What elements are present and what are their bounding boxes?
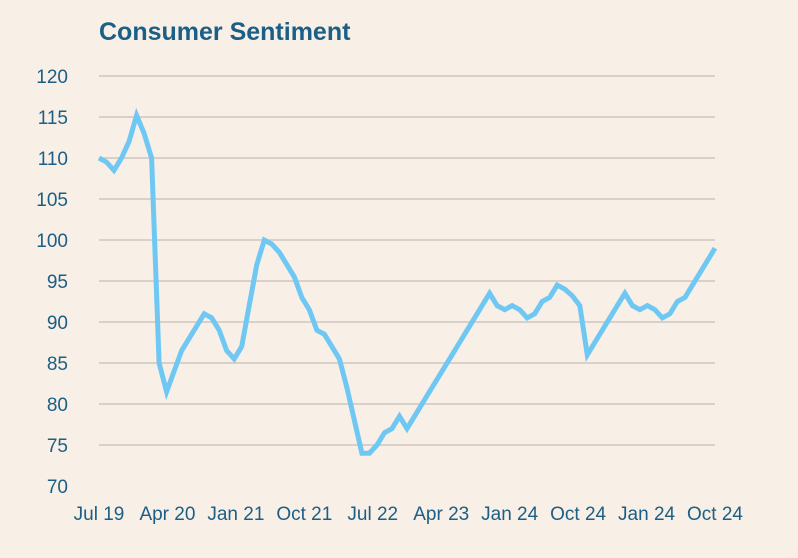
y-axis-ticks: 70 75 80 85 90 95 100 105 110 115 120 — [36, 67, 68, 498]
series-line — [97, 107, 718, 456]
x-tick-label: Jul 19 — [74, 504, 125, 525]
series-layer — [97, 107, 718, 456]
y-tick-label: 70 — [47, 477, 68, 498]
chart-title: Consumer Sentiment — [99, 18, 351, 46]
x-tick-label: Oct 21 — [276, 504, 332, 525]
y-tick-label: 100 — [36, 231, 68, 252]
x-axis-ticks: Jul 19 Apr 20 Jan 21 Oct 21 Jul 22 Apr 23 Jan … — [74, 504, 744, 525]
x-tick-label: Apr 20 — [139, 504, 195, 525]
x-tick-label: Jan 24 — [481, 504, 538, 525]
y-tick-label: 120 — [36, 67, 68, 88]
y-tick-label: 90 — [47, 313, 68, 334]
y-tick-label: 110 — [38, 149, 68, 170]
y-tick-label: 85 — [47, 354, 68, 375]
x-tick-label: Jul 22 — [347, 504, 398, 525]
x-tick-label: Apr 23 — [413, 504, 469, 525]
y-tick-label: 80 — [47, 395, 68, 416]
x-tick-label: Oct 24 — [550, 504, 606, 525]
y-tick-label: 95 — [47, 272, 68, 293]
y-tick-label: 75 — [47, 436, 68, 457]
gridlines — [99, 75, 715, 446]
y-tick-label: 105 — [36, 190, 68, 211]
x-tick-label: Jan 24 — [618, 504, 675, 525]
x-tick-label: Oct 24 — [687, 504, 743, 525]
y-tick-label: 115 — [38, 108, 68, 129]
x-tick-label: Jan 21 — [207, 504, 264, 525]
